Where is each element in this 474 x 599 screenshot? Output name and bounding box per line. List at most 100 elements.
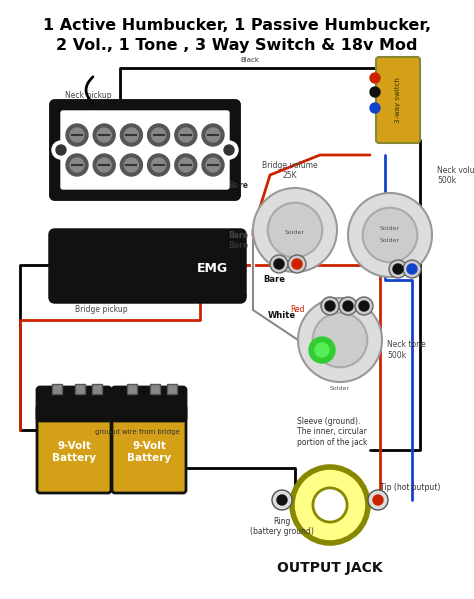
Text: 9-Volt
Battery: 9-Volt Battery	[127, 441, 171, 463]
Text: White: White	[268, 310, 296, 319]
Circle shape	[325, 301, 335, 311]
Circle shape	[120, 154, 142, 176]
Circle shape	[309, 337, 335, 363]
Circle shape	[202, 154, 224, 176]
FancyBboxPatch shape	[112, 405, 186, 493]
Circle shape	[270, 255, 288, 273]
Circle shape	[272, 490, 292, 510]
Circle shape	[315, 343, 329, 357]
Circle shape	[292, 259, 302, 269]
Circle shape	[147, 154, 170, 176]
Circle shape	[56, 145, 66, 155]
Bar	[75, 384, 85, 394]
Text: Black: Black	[240, 57, 259, 63]
Circle shape	[298, 298, 382, 382]
Circle shape	[407, 264, 417, 274]
Circle shape	[359, 301, 369, 311]
Text: Neck tone
500k: Neck tone 500k	[387, 340, 426, 360]
Circle shape	[147, 124, 170, 146]
Text: ground wire from bridge: ground wire from bridge	[95, 429, 180, 435]
Circle shape	[292, 467, 368, 543]
Text: 2 Vol., 1 Tone , 3 Way Switch & 18v Mod: 2 Vol., 1 Tone , 3 Way Switch & 18v Mod	[56, 38, 418, 53]
Circle shape	[363, 208, 417, 262]
Circle shape	[179, 128, 193, 142]
Circle shape	[70, 128, 84, 142]
Text: Solder: Solder	[380, 226, 400, 231]
Circle shape	[97, 158, 111, 172]
Circle shape	[152, 128, 165, 142]
Text: Bare: Bare	[228, 241, 248, 250]
Circle shape	[370, 103, 380, 113]
FancyBboxPatch shape	[61, 111, 229, 189]
Text: Bridge volume
25K: Bridge volume 25K	[262, 161, 318, 180]
Circle shape	[179, 158, 193, 172]
Circle shape	[368, 490, 388, 510]
Circle shape	[393, 264, 403, 274]
Circle shape	[339, 297, 357, 315]
Circle shape	[93, 124, 115, 146]
Circle shape	[206, 158, 220, 172]
Circle shape	[206, 128, 220, 142]
FancyBboxPatch shape	[50, 230, 245, 302]
Text: Neck volume
500k: Neck volume 500k	[437, 165, 474, 185]
Circle shape	[343, 301, 353, 311]
Text: Bare: Bare	[228, 180, 248, 189]
Circle shape	[124, 128, 138, 142]
Circle shape	[202, 124, 224, 146]
Text: Red: Red	[290, 305, 304, 314]
Circle shape	[93, 154, 115, 176]
Text: Ring
(battery ground): Ring (battery ground)	[250, 517, 314, 536]
FancyBboxPatch shape	[376, 57, 420, 143]
Text: Bare: Bare	[228, 231, 248, 240]
FancyBboxPatch shape	[112, 387, 186, 421]
Circle shape	[224, 145, 234, 155]
Bar	[92, 384, 102, 394]
Circle shape	[403, 260, 421, 278]
FancyBboxPatch shape	[51, 101, 239, 199]
Text: 9-Volt
Battery: 9-Volt Battery	[52, 441, 96, 463]
Circle shape	[97, 128, 111, 142]
Circle shape	[175, 124, 197, 146]
Circle shape	[373, 495, 383, 505]
Circle shape	[277, 495, 287, 505]
Circle shape	[120, 124, 142, 146]
Text: Solder: Solder	[285, 229, 305, 234]
Circle shape	[321, 297, 339, 315]
Circle shape	[370, 73, 380, 83]
Circle shape	[124, 158, 138, 172]
Text: OUTPUT JACK: OUTPUT JACK	[277, 561, 383, 575]
Text: EMG: EMG	[196, 262, 228, 274]
Bar	[150, 384, 160, 394]
Circle shape	[370, 87, 380, 97]
Circle shape	[348, 193, 432, 277]
Circle shape	[355, 297, 373, 315]
Circle shape	[313, 488, 347, 522]
Circle shape	[220, 141, 238, 159]
Text: Bare: Bare	[263, 276, 285, 285]
FancyBboxPatch shape	[37, 405, 111, 493]
Text: Solder: Solder	[380, 238, 400, 244]
Circle shape	[175, 154, 197, 176]
Bar	[52, 384, 62, 394]
Circle shape	[313, 313, 367, 367]
Text: 3-way switch: 3-way switch	[395, 77, 401, 123]
Text: Bridge pickup: Bridge pickup	[75, 305, 128, 314]
Circle shape	[268, 202, 322, 258]
Circle shape	[70, 158, 84, 172]
Bar	[127, 384, 137, 394]
Circle shape	[274, 259, 284, 269]
Text: Sleeve (ground).
The inner, circular
portion of the jack: Sleeve (ground). The inner, circular por…	[297, 417, 367, 447]
Circle shape	[66, 124, 88, 146]
Circle shape	[66, 154, 88, 176]
FancyBboxPatch shape	[37, 387, 111, 421]
Text: Neck pickup: Neck pickup	[65, 91, 111, 100]
Text: White: White	[220, 291, 248, 300]
Circle shape	[52, 141, 70, 159]
Circle shape	[389, 260, 407, 278]
Text: 1 Active Humbucker, 1 Passive Humbucker,: 1 Active Humbucker, 1 Passive Humbucker,	[43, 18, 431, 33]
Text: Tip (hot output): Tip (hot output)	[380, 483, 440, 492]
Circle shape	[253, 188, 337, 272]
Bar	[167, 384, 177, 394]
Circle shape	[288, 255, 306, 273]
Circle shape	[152, 158, 165, 172]
